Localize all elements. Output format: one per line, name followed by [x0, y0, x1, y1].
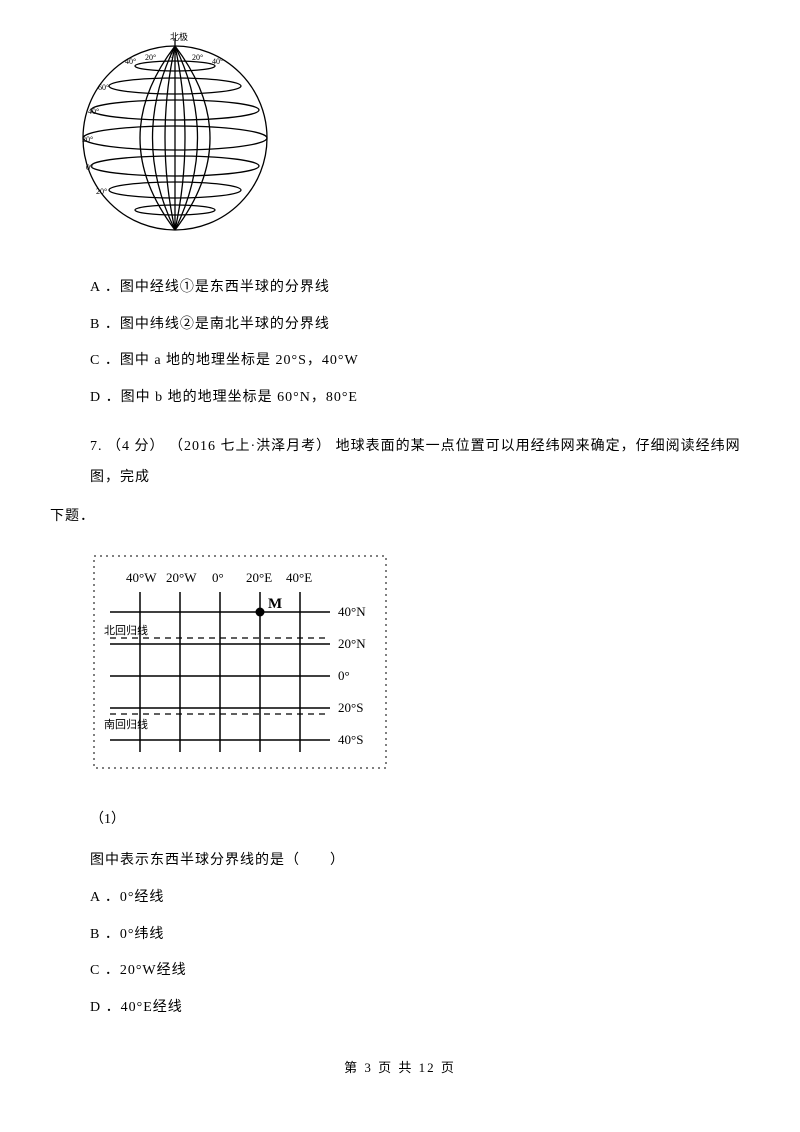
point-m-label: M: [268, 596, 282, 612]
footer-prefix: 第: [344, 1060, 364, 1075]
q7-option-d: D ．40°E经线: [90, 993, 750, 1024]
svg-text:20°E: 20°E: [246, 570, 272, 585]
globe-svg: 北极 40° 20° 0° 20° 40° 60° 40° 20° 0° 20°: [70, 30, 280, 240]
svg-text:20°: 20°: [96, 187, 107, 196]
svg-text:40°S: 40°S: [338, 732, 363, 747]
svg-text:20°: 20°: [82, 135, 93, 144]
globe-figure: 北极 40° 20° 0° 20° 40° 60° 40° 20° 0° 20°: [70, 30, 750, 253]
page-footer: 第 3 页 共 12 页: [50, 1054, 750, 1083]
tropic-n-label: 北回归线: [104, 623, 148, 637]
grid-svg: M 40°W 20°W 0° 20°E 40°E 40°N 20°N 0° 20…: [90, 552, 390, 772]
q7-stem-line1: 7. （4 分） （2016 七上·洪泽月考） 地球表面的某一点位置可以用经纬网…: [90, 439, 741, 485]
svg-text:40°: 40°: [88, 107, 99, 116]
svg-text:20°W: 20°W: [166, 570, 197, 585]
svg-text:20°: 20°: [145, 53, 156, 62]
footer-total: 12: [419, 1060, 436, 1075]
svg-text:20°: 20°: [192, 53, 203, 62]
tropic-s-label: 南回归线: [104, 717, 148, 731]
q6-option-a: A ．图中经线①是东西半球的分界线: [90, 273, 750, 304]
q7-stem-line2: 下题．: [50, 502, 750, 533]
svg-text:40°E: 40°E: [286, 570, 312, 585]
grid-figure: M 40°W 20°W 0° 20°E 40°E 40°N 20°N 0° 20…: [90, 552, 750, 785]
globe-top-label: 北极: [170, 31, 188, 42]
svg-text:0°: 0°: [338, 668, 350, 683]
svg-text:40°W: 40°W: [126, 570, 157, 585]
svg-text:0°: 0°: [212, 570, 224, 585]
q7-stem: 7. （4 分） （2016 七上·洪泽月考） 地球表面的某一点位置可以用经纬网…: [90, 432, 750, 494]
q6-option-d: D ．图中 b 地的地理坐标是 60°N，80°E: [90, 383, 750, 414]
svg-text:20°S: 20°S: [338, 700, 363, 715]
footer-suffix: 页: [436, 1060, 456, 1075]
q7-sub-text: 图中表示东西半球分界线的是（ ）: [90, 846, 750, 877]
svg-text:40°: 40°: [125, 57, 136, 66]
q6-option-b: B ．图中纬线②是南北半球的分界线: [90, 310, 750, 341]
q7-option-a: A ．0°经线: [90, 883, 750, 914]
svg-text:40°N: 40°N: [338, 604, 366, 619]
svg-text:40°: 40°: [212, 57, 223, 66]
svg-text:0°: 0°: [86, 163, 93, 172]
q7-sub-num: （1）: [90, 805, 750, 836]
footer-current: 3: [364, 1060, 373, 1075]
q7-option-b: B ．0°纬线: [90, 920, 750, 951]
footer-mid: 页 共: [373, 1060, 419, 1075]
q6-option-c: C ．图中 a 地的地理坐标是 20°S，40°W: [90, 346, 750, 377]
svg-text:60°: 60°: [98, 83, 109, 92]
svg-text:0°: 0°: [170, 51, 177, 60]
q7-option-c: C ．20°W经线: [90, 956, 750, 987]
svg-text:20°N: 20°N: [338, 636, 366, 651]
